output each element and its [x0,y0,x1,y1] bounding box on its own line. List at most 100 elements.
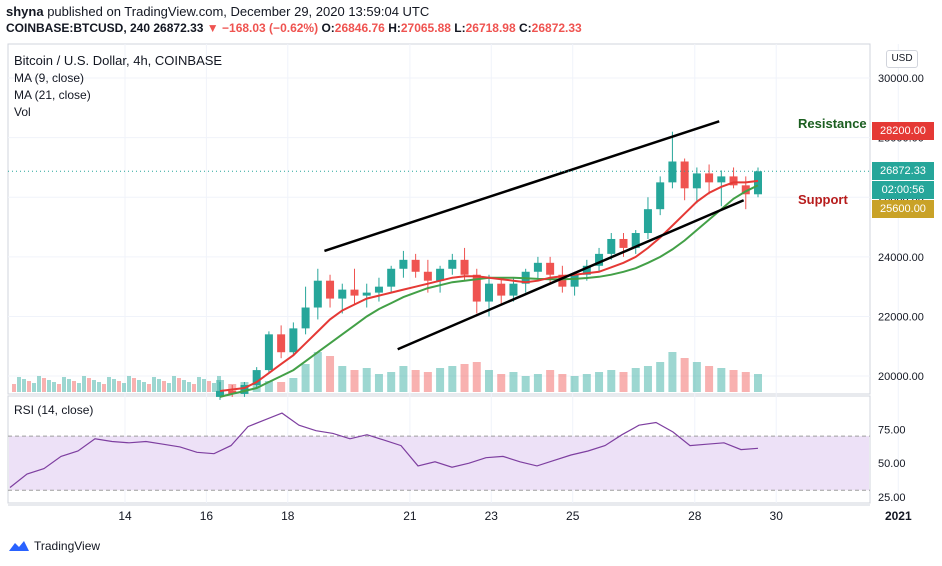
change-value: −168.03 (−0.62%) [222,21,319,35]
volume-bar [460,364,469,392]
price-tick-label: 30000.00 [878,73,924,85]
volume-bar [656,362,665,392]
volume-bar [202,379,206,392]
volume-bar [558,374,567,392]
volume-bar [157,379,161,392]
legend-vol: Vol [14,105,31,119]
volume-bar [147,384,151,392]
candle-body [362,292,371,296]
candle-body [668,161,677,183]
volume-bar [62,377,66,392]
volume-bar [692,362,701,392]
time-tick-label: 30 [770,509,784,523]
volume-bar [77,383,81,392]
support-label: Support [798,192,848,207]
volume-bar [631,368,640,392]
volume-bar [52,382,56,392]
price-tick-label: 24000.00 [878,252,924,264]
volume-bar [607,370,616,392]
price-panel [7,43,871,395]
candle-body [411,259,420,272]
high-value: 27065.88 [400,21,451,35]
last-price-tag: 26872.33 [872,162,934,180]
volume-bar [680,358,689,392]
volume-bar [32,383,36,392]
candle-body [350,289,359,296]
candle-body [338,289,347,299]
price-tick-label: 22000.00 [878,311,924,323]
rsi-panel [7,395,871,504]
candle-body [546,262,555,275]
rsi-tick-label: 50.00 [878,458,906,470]
volume-bar [754,374,762,392]
volume-bar [436,368,445,392]
candle-body [472,274,481,302]
candle-body [680,161,689,189]
rsi-line [9,412,759,488]
volume-bar [217,376,221,392]
publish-line: shyna published on TradingView.com, Dece… [6,4,429,19]
support-trendline [397,199,745,351]
candle-body [277,334,286,353]
candle-body [631,233,640,248]
volume-bar [27,381,31,392]
candle-body [754,171,762,195]
candle-body [533,262,542,272]
candle-body [252,370,261,385]
rsi-tick-label: 75.00 [878,424,906,436]
volume-bar [212,383,216,392]
volume-bar [122,383,126,392]
volume-bar [162,381,166,392]
time-tick-label: 2021 [885,509,912,523]
volume-bar [472,362,481,392]
legend-rsi: RSI (14, close) [14,403,94,417]
high-label: H: [388,21,401,35]
volume-bar [301,364,310,392]
volume-bar [187,382,191,392]
volume-bar [37,376,41,392]
candle-body [619,238,628,248]
candle-body [313,280,322,308]
volume-bar [289,378,298,392]
candle-body [485,283,493,302]
volume-bar [582,374,591,392]
tradingview-logo[interactable]: TradingView [8,539,100,553]
volume-bar [47,380,51,392]
volume-bar [207,381,211,392]
volume-bar [717,368,726,392]
tradingview-icon [9,541,29,551]
volume-bar [97,382,101,392]
volume-bar [57,384,61,392]
candle-body [240,385,249,394]
candle-body [570,274,579,287]
time-tick-label: 25 [566,509,580,523]
down-arrow-icon: ▼ [206,21,219,35]
legend-ma9: MA (9, close) [14,71,85,85]
currency-badge[interactable]: USD [886,50,918,68]
open-label: O: [321,21,335,35]
candle-body [228,390,237,394]
volume-bar [509,372,518,392]
volume-bar [546,370,555,392]
volume-bar [192,384,196,392]
volume-bar [668,352,677,392]
candle-body [216,390,224,397]
volume-bar [167,383,171,392]
volume-bar [22,379,26,392]
volume-bar [277,382,286,392]
volume-bar [741,372,750,392]
volume-bar [112,379,116,392]
candle-body [692,173,701,189]
volume-bar [362,368,371,392]
candle-body [741,185,750,195]
close-label: C: [519,21,532,35]
ma9-line [219,179,759,392]
candle-body [497,283,506,296]
open-value: 26846.76 [334,21,385,35]
volume-bar [423,372,432,392]
candle-body [607,238,616,254]
time-tick-label: 23 [485,509,499,523]
brand-name: TradingView [34,539,101,553]
volume-bar [399,366,408,392]
